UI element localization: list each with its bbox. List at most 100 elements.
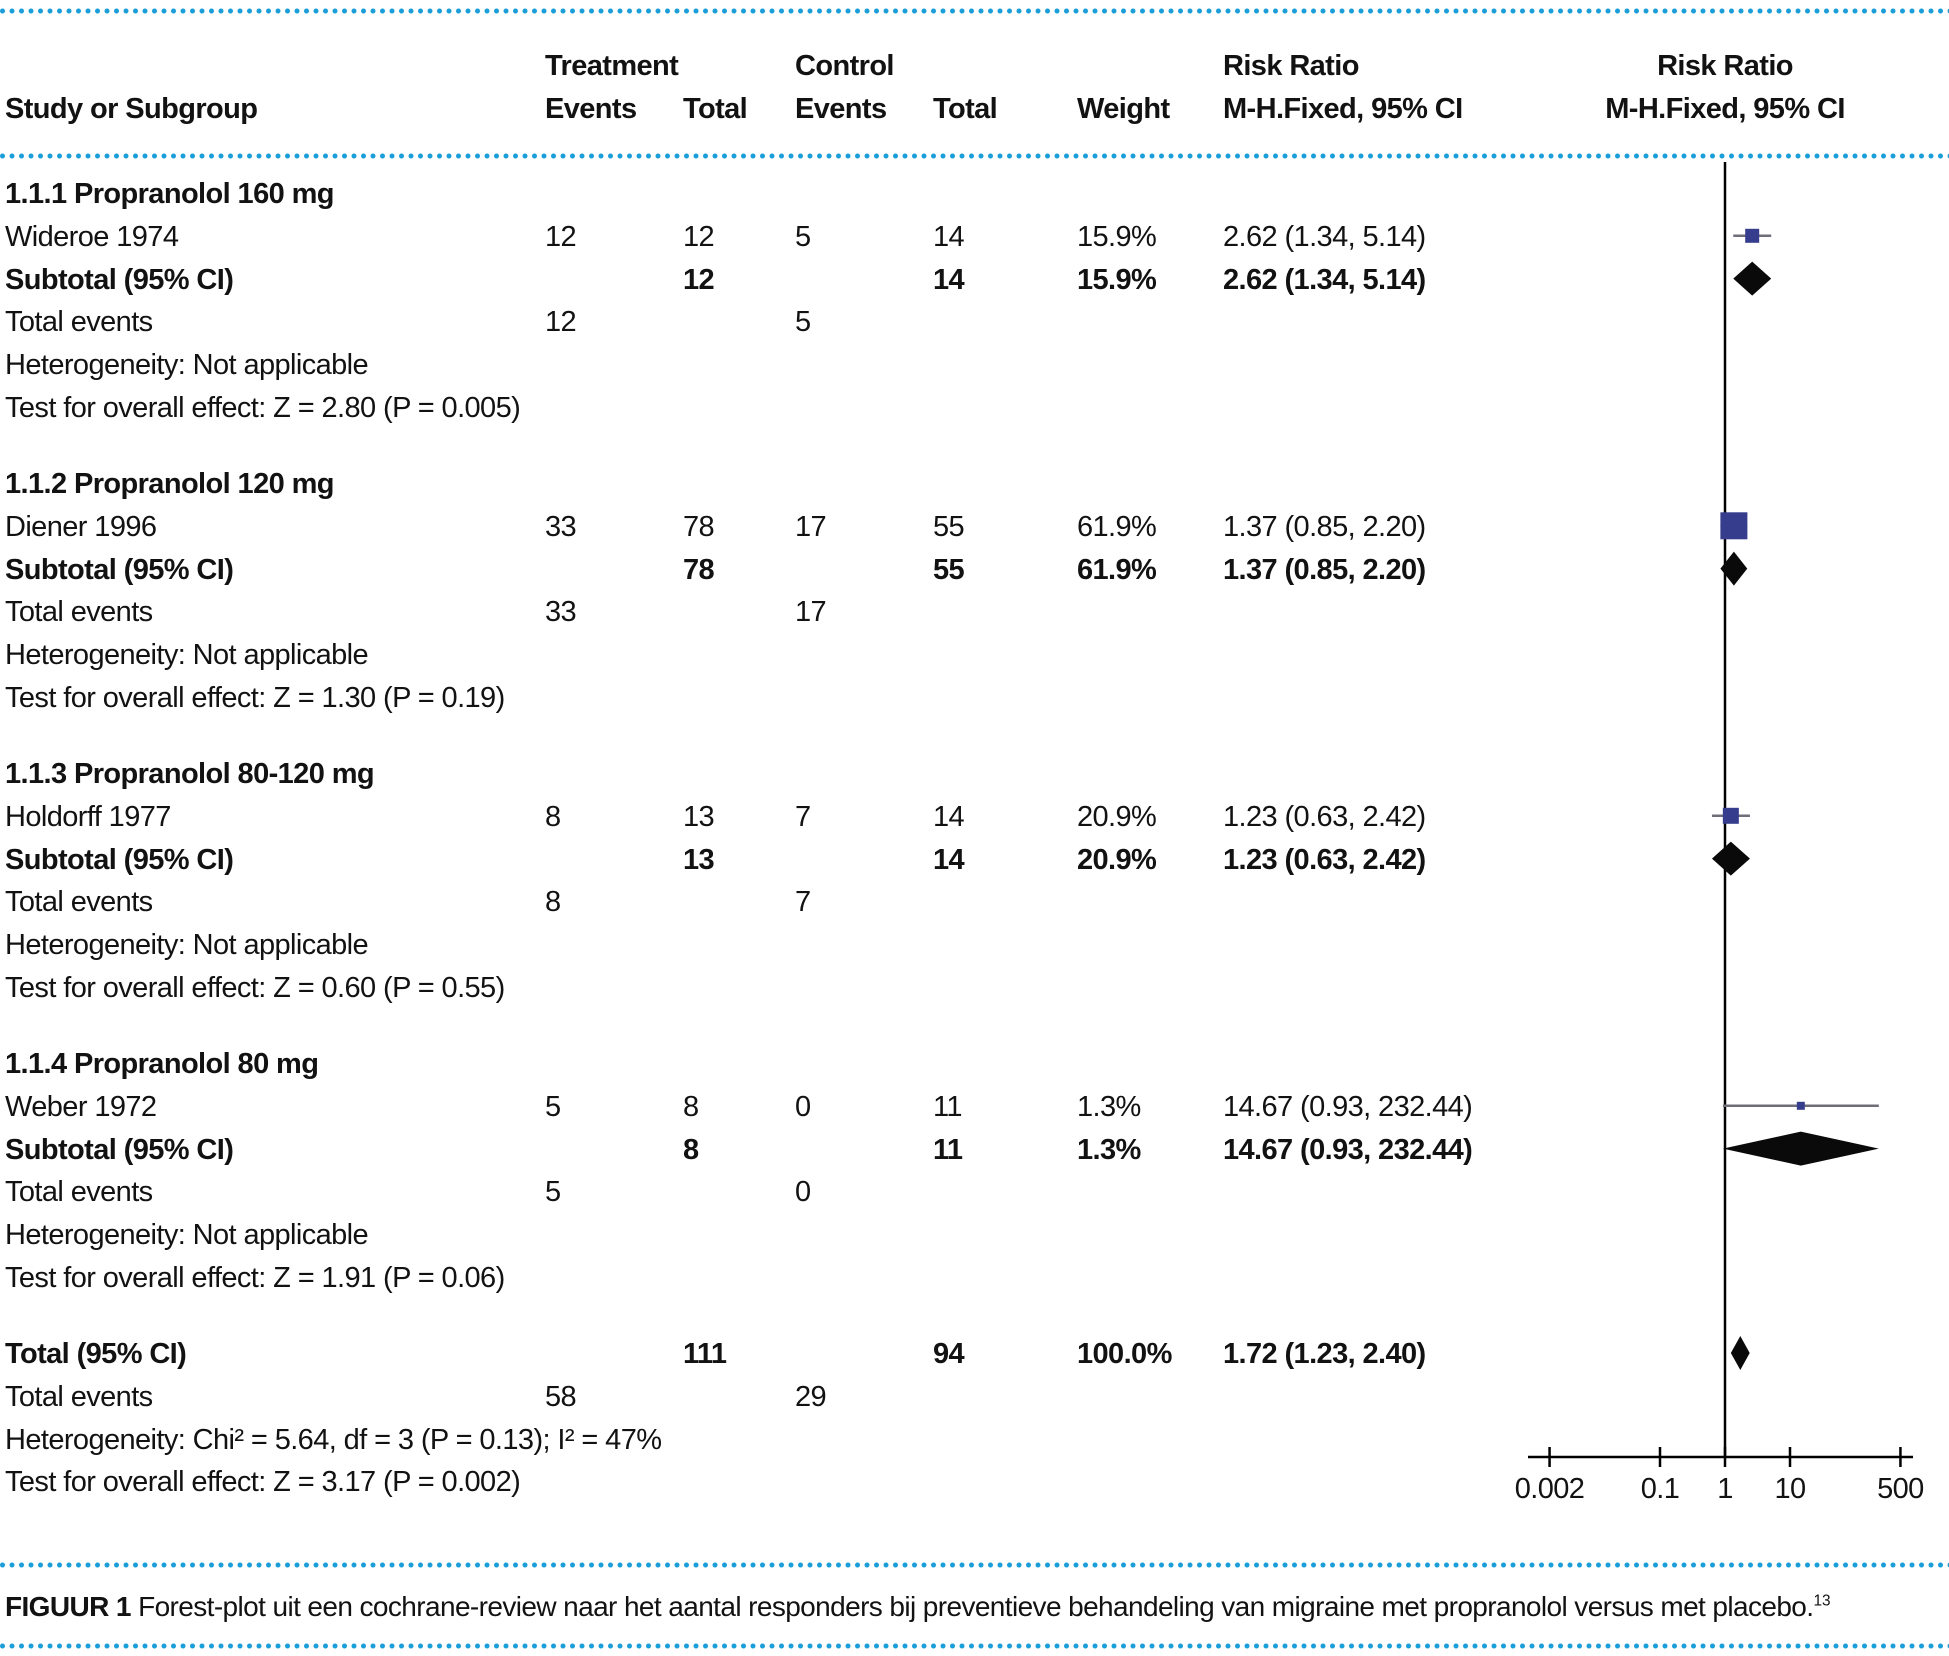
col-header-risk-ratio: Risk Ratio — [1223, 50, 1359, 82]
overall-effect-note: Test for overall effect: Z = 1.91 (P = 0… — [5, 1262, 505, 1294]
cell-c-total: 94 — [933, 1338, 965, 1370]
cell-t-total: 111 — [683, 1338, 727, 1370]
cell-c-events: 17 — [795, 510, 827, 543]
cell-t-total: 13 — [683, 800, 715, 833]
subtotal-row-label: Subtotal (95% CI) — [5, 263, 234, 296]
cell-weight: 1.3% — [1077, 1090, 1141, 1123]
cell-weight: 20.9% — [1077, 843, 1157, 876]
study-row-label: Weber 1972 — [5, 1090, 157, 1123]
study-row-label: Wideroe 1974 — [5, 220, 179, 253]
cell-weight: 61.9% — [1077, 553, 1157, 586]
cell-c-total: 55 — [933, 553, 965, 586]
overall-effect-note: Test for overall effect: Z = 0.60 (P = 0… — [5, 972, 505, 1004]
dotted-divider-bottom — [0, 1643, 1949, 1649]
subtotal-row-label: Subtotal (95% CI) — [5, 553, 234, 586]
cell-t-events: 58 — [545, 1380, 577, 1413]
cell-t-events: 8 — [545, 800, 561, 833]
plot-header-rr-method: M-H.Fixed, 95% CI — [1605, 93, 1845, 125]
cell-t-events: 33 — [545, 510, 577, 543]
heterogeneity-note: Heterogeneity: Not applicable — [5, 929, 369, 962]
subtotal-row-label: Subtotal (95% CI) — [5, 843, 234, 876]
cell-t-events: 5 — [545, 1090, 561, 1123]
figure-caption-label: FIGUUR 1 — [5, 1591, 131, 1622]
axis-tick-label: 1 — [1717, 1473, 1733, 1505]
col-header-t-events: Events — [545, 93, 637, 125]
subtotal-diamond — [1722, 1131, 1879, 1166]
cell-c-total: 55 — [933, 510, 965, 543]
cell-c-total: 14 — [933, 220, 965, 253]
subtotal-row-label: Subtotal (95% CI) — [5, 1133, 234, 1166]
cell-c-events: 17 — [795, 596, 827, 629]
cell-c-events: 29 — [795, 1380, 827, 1413]
heterogeneity-note: Heterogeneity: Not applicable — [5, 349, 369, 382]
cell-c-events: 0 — [795, 1090, 811, 1123]
cell-weight: 15.9% — [1077, 220, 1157, 253]
total-diamond — [1730, 1336, 1750, 1370]
section-heading: 1.1.2 Propranolol 120 mg — [5, 468, 334, 500]
cell-c-events: 7 — [795, 800, 811, 833]
col-group-control: Control — [795, 50, 894, 82]
cell-risk-ratio: 1.37 (0.85, 2.20) — [1223, 510, 1426, 543]
cell-risk-ratio: 2.62 (1.34, 5.14) — [1223, 220, 1426, 253]
study-row-label: Diener 1996 — [5, 510, 157, 543]
section-heading: 1.1.3 Propranolol 80-120 mg — [5, 758, 375, 790]
cell-t-events: 33 — [545, 596, 577, 629]
cell-c-total: 11 — [933, 1090, 963, 1123]
cell-risk-ratio: 1.37 (0.85, 2.20) — [1223, 553, 1426, 586]
subtotal-diamond — [1711, 841, 1750, 876]
dotted-divider-above-caption — [0, 1562, 1949, 1568]
total-row-label: Total (95% CI) — [5, 1338, 187, 1370]
cell-t-total: 78 — [683, 510, 715, 543]
heterogeneity-note: Heterogeneity: Not applicable — [5, 1219, 369, 1252]
col-header-t-total: Total — [683, 93, 748, 125]
figure-caption-ref: 13 — [1813, 1592, 1831, 1610]
axis-tick-label: 10 — [1774, 1473, 1805, 1505]
cell-t-total: 78 — [683, 553, 715, 586]
cell-c-events: 7 — [795, 886, 811, 919]
col-header-c-total: Total — [933, 93, 998, 125]
axis-tick-label: 0.1 — [1641, 1473, 1680, 1505]
section-heading: 1.1.4 Propranolol 80 mg — [5, 1048, 319, 1080]
cell-t-total: 12 — [683, 220, 715, 253]
subtotal-diamond — [1720, 551, 1748, 586]
cell-risk-ratio: 2.62 (1.34, 5.14) — [1223, 263, 1426, 296]
cell-weight: 61.9% — [1077, 510, 1157, 543]
total-events-label: Total events — [5, 306, 153, 339]
study-marker — [1720, 512, 1748, 540]
cell-t-total: 8 — [683, 1090, 699, 1123]
cell-weight: 1.3% — [1077, 1133, 1141, 1166]
study-marker — [1796, 1101, 1805, 1110]
dotted-divider-top — [0, 8, 1949, 14]
overall-effect-note: Test for overall effect: Z = 1.30 (P = 0… — [5, 682, 505, 714]
cell-risk-ratio: 1.72 (1.23, 2.40) — [1223, 1338, 1426, 1370]
axis-tick-label: 0.002 — [1515, 1473, 1585, 1505]
cell-c-events: 5 — [795, 220, 811, 253]
cell-risk-ratio: 14.67 (0.93, 232.44) — [1223, 1090, 1473, 1123]
col-header-weight: Weight — [1077, 93, 1170, 125]
dotted-divider-header — [0, 153, 1949, 159]
cell-t-total: 8 — [683, 1133, 699, 1166]
heterogeneity-note: Heterogeneity: Chi² = 5.64, df = 3 (P = … — [5, 1423, 662, 1456]
overall-effect-note: Test for overall effect: Z = 3.17 (P = 0… — [5, 1466, 521, 1499]
total-events-label: Total events — [5, 596, 153, 629]
col-header-rr-method: M-H.Fixed, 95% CI — [1223, 93, 1463, 125]
study-row-label: Holdorff 1977 — [5, 800, 171, 833]
cell-c-events: 0 — [795, 1176, 811, 1209]
cell-c-events: 5 — [795, 306, 811, 339]
col-header-study: Study or Subgroup — [5, 93, 258, 125]
cell-c-total: 14 — [933, 800, 965, 833]
cell-t-events: 12 — [545, 220, 577, 253]
subtotal-diamond — [1733, 261, 1772, 296]
total-events-label: Total events — [5, 1380, 153, 1413]
cell-risk-ratio: 14.67 (0.93, 232.44) — [1223, 1133, 1473, 1166]
figure-caption-text: Forest-plot uit een cochrane-review naar… — [138, 1591, 1814, 1622]
overall-effect-note: Test for overall effect: Z = 2.80 (P = 0… — [5, 392, 521, 424]
study-marker — [1745, 228, 1760, 243]
axis-tick-label: 500 — [1877, 1473, 1924, 1505]
cell-risk-ratio: 1.23 (0.63, 2.42) — [1223, 843, 1426, 876]
study-marker — [1722, 807, 1739, 824]
cell-t-total: 13 — [683, 843, 715, 876]
total-events-label: Total events — [5, 886, 153, 919]
